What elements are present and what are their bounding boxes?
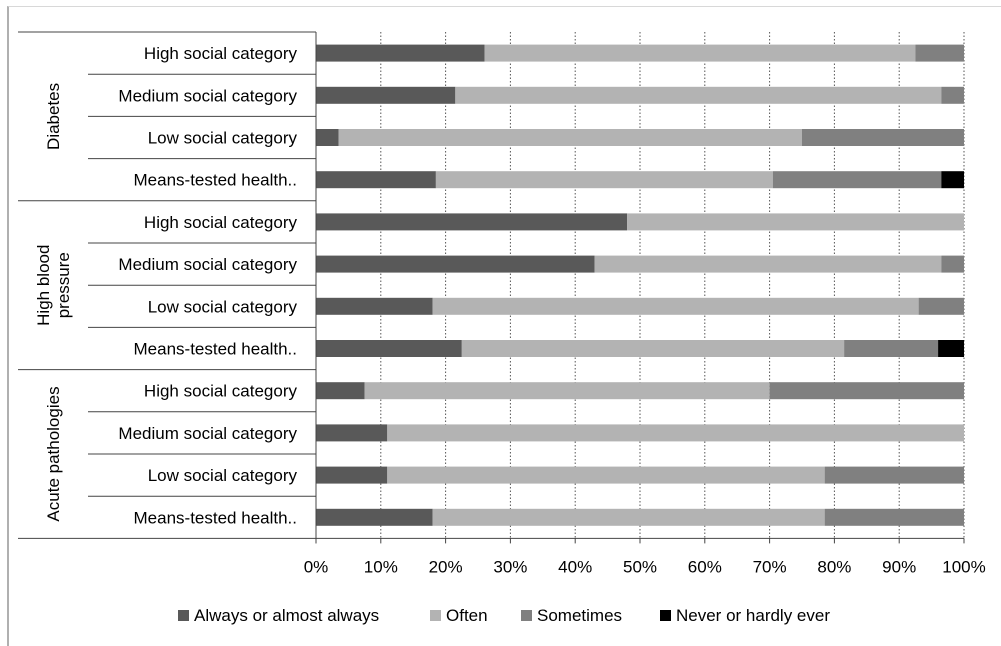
bar-segment [316, 255, 595, 273]
bar-segment [432, 508, 825, 526]
bar-segment [772, 171, 942, 189]
bar-segment [627, 213, 964, 231]
x-tick-label: 30% [493, 557, 527, 576]
category-label: Medium social category [118, 86, 297, 105]
bar-segment [364, 382, 770, 400]
bar-segment [918, 297, 964, 315]
axes [18, 31, 965, 544]
x-tick-label: 50% [623, 557, 657, 576]
group-label: Acute pathologies [44, 386, 63, 521]
gridlines [380, 32, 965, 539]
x-tick-labels: 0% 10% 20% 30% 40% 50% 60% 70% 80% 90% 100% [304, 557, 986, 576]
bar-segment [824, 508, 964, 526]
x-tick-label: 80% [817, 557, 851, 576]
group-label: Diabetes [44, 83, 63, 150]
group-label: pressure [54, 252, 73, 318]
bar-segment [316, 297, 433, 315]
x-tick-label: 90% [882, 557, 916, 576]
bar-segment [941, 255, 964, 273]
x-tick-label: 40% [558, 557, 592, 576]
bar-segment [844, 340, 939, 357]
bar-segment [387, 424, 964, 442]
bar-segment [316, 340, 462, 357]
bar-segment [432, 297, 919, 315]
category-label: Means-tested health.. [134, 171, 297, 190]
bar-segment [316, 171, 436, 189]
legend-swatch [660, 610, 671, 621]
legend-swatch [521, 610, 532, 621]
bar-segment [802, 129, 964, 146]
category-label: High social category [144, 382, 298, 401]
category-label: High social category [144, 213, 298, 232]
x-tick-label: 100% [942, 557, 985, 576]
x-tick-label: 0% [304, 557, 329, 576]
bar-segment [435, 171, 773, 189]
bar-segment [387, 466, 825, 484]
bar-segment [769, 382, 964, 400]
bar-segment [484, 44, 916, 62]
legend-swatch [178, 610, 189, 621]
bar-segment [915, 44, 964, 62]
bar-segment [938, 340, 964, 357]
legend: Always or almost always Often Sometimes Nev… [178, 606, 830, 625]
category-label: Low social category [148, 297, 298, 316]
chart-frame [7, 6, 1001, 646]
legend-label: Often [446, 606, 488, 625]
legend-swatch [430, 610, 441, 621]
legend-label: Never or hardly ever [676, 606, 830, 625]
bar-segment [594, 255, 942, 273]
category-label: Means-tested health.. [134, 508, 297, 527]
x-tick-label: 20% [429, 557, 463, 576]
bar-segment [941, 171, 964, 189]
bar-segment [316, 86, 456, 104]
x-tick-label: 10% [364, 557, 398, 576]
category-label: Medium social category [118, 424, 297, 443]
category-labels: Diabetes High social category Medium socia… [34, 44, 297, 527]
x-tick-label: 60% [688, 557, 722, 576]
bar-segment [316, 213, 628, 231]
bar-segment [461, 340, 845, 357]
bar-segment [941, 86, 964, 104]
category-label: Low social category [148, 466, 298, 485]
category-label: Medium social category [118, 255, 297, 274]
category-label: High social category [144, 44, 298, 63]
bars [316, 44, 964, 526]
legend-label: Always or almost always [194, 606, 379, 625]
bar-segment [316, 508, 433, 526]
category-label: Means-tested health.. [134, 340, 297, 359]
bar-segment [316, 424, 388, 442]
bar-segment [316, 129, 339, 146]
group-label: High blood [34, 245, 53, 326]
bar-segment [338, 129, 802, 146]
bar-segment [316, 466, 388, 484]
category-label: Low social category [148, 129, 298, 148]
bar-segment [316, 44, 485, 62]
bar-segment [316, 382, 365, 400]
legend-label: Sometimes [537, 606, 622, 625]
x-tick-label: 70% [753, 557, 787, 576]
bar-segment [455, 86, 942, 104]
bar-segment [824, 466, 964, 484]
